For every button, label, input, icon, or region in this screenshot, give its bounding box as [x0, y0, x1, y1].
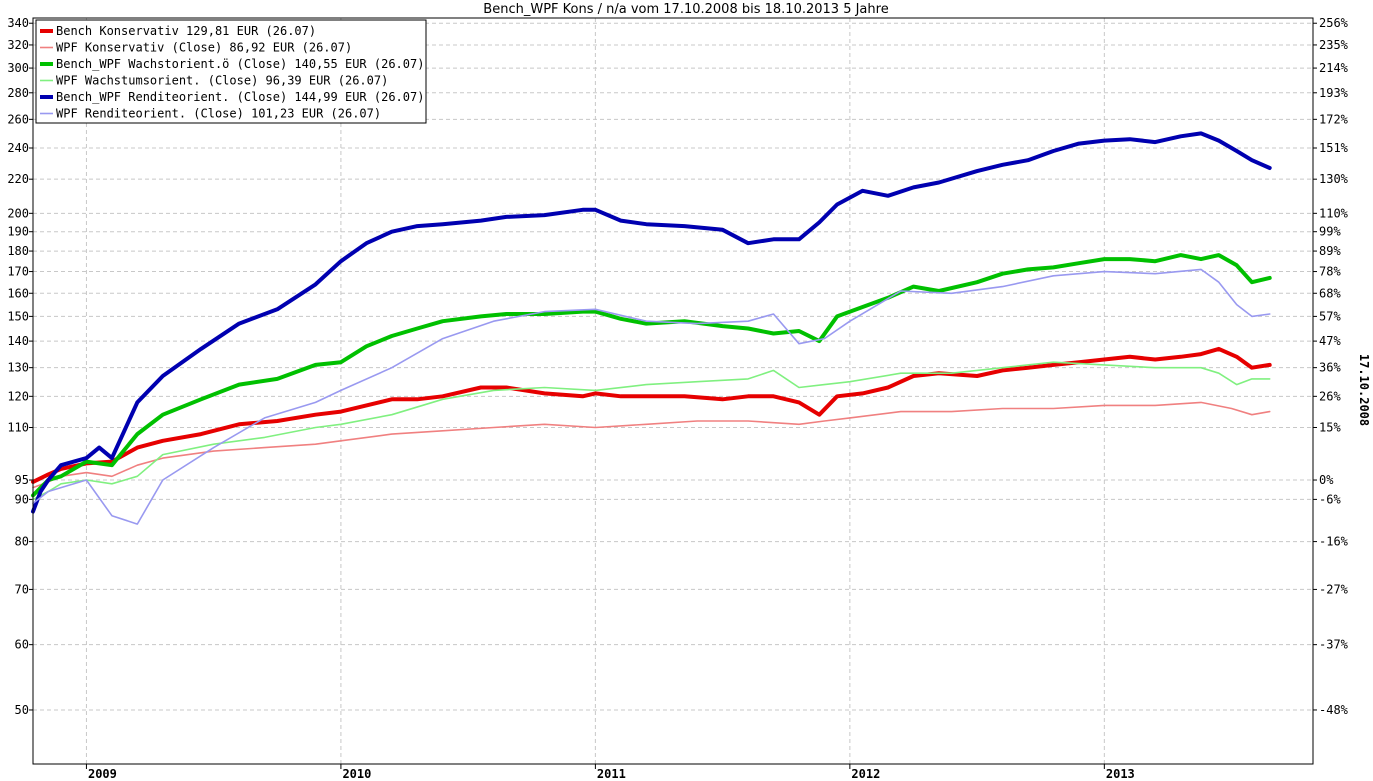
- y-tick-label-left: 180: [7, 244, 29, 258]
- x-tick-label: 2011: [597, 767, 626, 781]
- y-tick-label-left: 280: [7, 86, 29, 100]
- series-line: [32, 361, 1271, 501]
- y-tick-label-right: 110%: [1319, 206, 1349, 220]
- y-tick-label-right: 68%: [1319, 286, 1341, 300]
- y-tick-label-left: 50: [15, 703, 29, 717]
- y-tick-label-right: 235%: [1319, 38, 1349, 52]
- y-tick-label-right: -16%: [1319, 535, 1349, 549]
- y-tick-label-right: 172%: [1319, 112, 1349, 126]
- y-tick-label-left: 260: [7, 112, 29, 126]
- y-tick-label-left: 300: [7, 61, 29, 75]
- y-tick-label-left: 90: [15, 492, 29, 506]
- y-tick-label-right: 57%: [1319, 309, 1341, 323]
- side-date-label: 17.10.2008: [1357, 354, 1371, 426]
- y-tick-label-left: 340: [7, 16, 29, 30]
- y-tick-label-left: 70: [15, 582, 29, 596]
- y-tick-label-left: 120: [7, 389, 29, 403]
- plot-frame: [32, 17, 1314, 765]
- legend: Bench Konservativ 129,81 EUR (26.07) WPF …: [35, 19, 427, 124]
- y-tick-label-left: 190: [7, 225, 29, 239]
- x-tick-label: 2009: [88, 767, 117, 781]
- legend-entry: WPF Renditeorient. (Close) 101,23 EUR (2…: [56, 107, 381, 121]
- y-tick-label-right: 47%: [1319, 334, 1341, 348]
- x-tick-label: 2013: [1106, 767, 1135, 781]
- y-tick-label-right: -48%: [1319, 703, 1349, 717]
- legend-box: [35, 19, 427, 124]
- y-tick-label-right: -6%: [1319, 492, 1341, 506]
- legend-entry: Bench Konservativ 129,81 EUR (26.07): [56, 24, 316, 38]
- axes: 50 60 70 80 90 95 110 120 130 140 150 160 170 180 190 2…: [7, 16, 1348, 781]
- legend-entry: Bench_WPF Wachstorient.ö (Close) 140,55 …: [56, 57, 424, 71]
- y-tick-label-right: 256%: [1319, 16, 1349, 30]
- y-tick-label-right: 0%: [1319, 473, 1334, 487]
- y-tick-label-right: 193%: [1319, 86, 1349, 100]
- y-tick-label-left: 60: [15, 638, 29, 652]
- y-tick-label-left: 130: [7, 361, 29, 375]
- series-line: [32, 401, 1271, 489]
- y-tick-label-left: 150: [7, 309, 29, 323]
- y-tick-label-left: 220: [7, 172, 29, 186]
- y-tick-label-left: 110: [7, 421, 29, 435]
- x-tick-label: 2010: [342, 767, 371, 781]
- y-tick-label-right: 151%: [1319, 141, 1349, 155]
- y-tick-label-right: 26%: [1319, 389, 1341, 403]
- y-tick-label-right: 99%: [1319, 225, 1341, 239]
- y-tick-label-right: 36%: [1319, 361, 1341, 375]
- y-tick-label-left: 200: [7, 206, 29, 220]
- gridlines: [33, 18, 1313, 764]
- y-tick-label-left: 320: [7, 38, 29, 52]
- series-lines: [31, 131, 1272, 525]
- y-tick-label-left: 170: [7, 265, 29, 279]
- x-tick-label: 2012: [851, 767, 880, 781]
- series-line: [31, 131, 1272, 514]
- legend-entry: WPF Konservativ (Close) 86,92 EUR (26.07…: [56, 41, 352, 55]
- series-line: [32, 268, 1271, 525]
- y-tick-label-right: -27%: [1319, 582, 1349, 596]
- y-tick-label-left: 240: [7, 141, 29, 155]
- y-tick-label-left: 160: [7, 286, 29, 300]
- y-tick-label-right: 78%: [1319, 265, 1341, 279]
- chart-title: Bench_WPF Kons / n/a vom 17.10.2008 bis …: [483, 2, 888, 17]
- series-line: [31, 346, 1272, 484]
- y-tick-label-right: -37%: [1319, 638, 1349, 652]
- y-tick-label-right: 89%: [1319, 244, 1341, 258]
- y-tick-label-right: 214%: [1319, 61, 1349, 75]
- y-tick-label-right: 130%: [1319, 172, 1349, 186]
- y-tick-label-right: 15%: [1319, 421, 1341, 435]
- legend-entry: Bench_WPF Renditeorient. (Close) 144,99 …: [56, 90, 424, 104]
- y-tick-label-left: 95: [15, 473, 29, 487]
- legend-entry: WPF Wachstumsorient. (Close) 96,39 EUR (…: [56, 74, 388, 88]
- y-tick-label-left: 80: [15, 535, 29, 549]
- y-tick-label-left: 140: [7, 334, 29, 348]
